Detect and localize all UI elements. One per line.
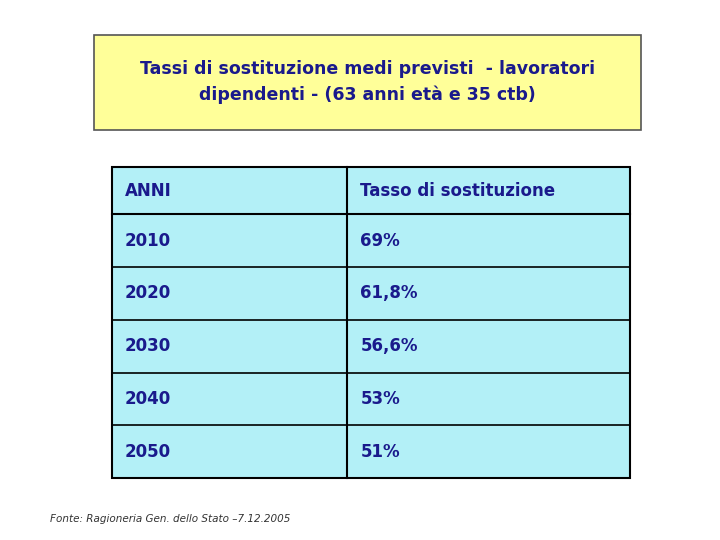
Text: ANNI: ANNI bbox=[125, 182, 171, 200]
FancyBboxPatch shape bbox=[112, 167, 630, 478]
Text: 51%: 51% bbox=[361, 443, 400, 461]
Text: 2030: 2030 bbox=[125, 337, 171, 355]
Text: 53%: 53% bbox=[361, 390, 400, 408]
Text: Tassi di sostituzione medi previsti  - lavoratori
dipendenti - (63 anni età e 35: Tassi di sostituzione medi previsti - la… bbox=[140, 60, 595, 104]
Text: 56,6%: 56,6% bbox=[361, 337, 418, 355]
Text: 2040: 2040 bbox=[125, 390, 171, 408]
FancyBboxPatch shape bbox=[94, 35, 641, 130]
Text: 2010: 2010 bbox=[125, 232, 171, 250]
Text: Tasso di sostituzione: Tasso di sostituzione bbox=[361, 182, 556, 200]
Text: 2020: 2020 bbox=[125, 285, 171, 302]
Text: 61,8%: 61,8% bbox=[361, 285, 418, 302]
Text: Fonte: Ragioneria Gen. dello Stato –7.12.2005: Fonte: Ragioneria Gen. dello Stato –7.12… bbox=[50, 514, 291, 524]
Text: 69%: 69% bbox=[361, 232, 400, 250]
Text: 2050: 2050 bbox=[125, 443, 171, 461]
